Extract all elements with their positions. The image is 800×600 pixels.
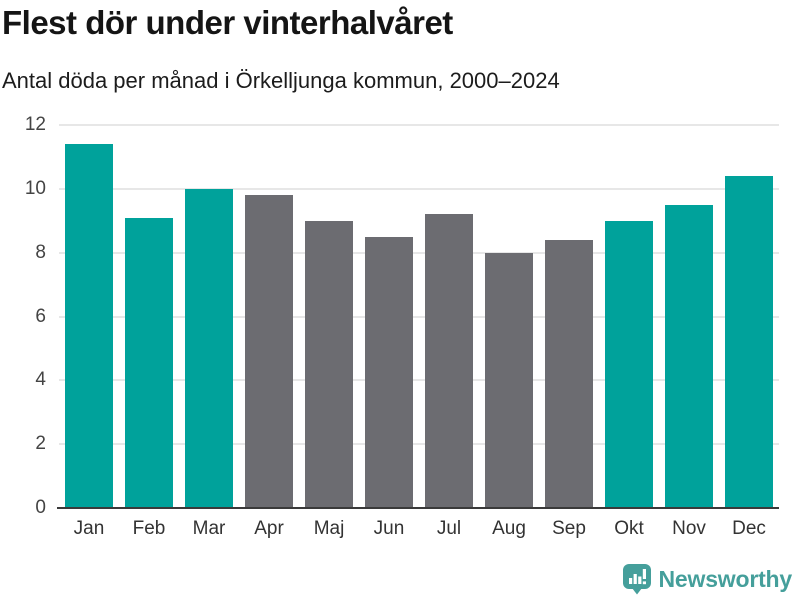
- x-axis-tick-label-aug: Aug: [492, 518, 526, 539]
- y-axis-tick-label: 2: [35, 433, 46, 454]
- grid-line-y2: [59, 443, 779, 445]
- y-axis-tick-label: 4: [35, 369, 46, 390]
- x-axis-tick-label-jun: Jun: [373, 518, 405, 539]
- grid-line-y4: [59, 379, 779, 381]
- y-axis-tick-label: 0: [35, 497, 46, 518]
- x-axis-tick-label-apr: Apr: [254, 518, 284, 539]
- bar-jun: [365, 237, 413, 508]
- grid-line-y8: [59, 252, 779, 254]
- y-axis-tick-label: 6: [35, 306, 46, 327]
- y-axis-tick-label: 10: [24, 178, 46, 199]
- x-axis-tick-label-jan: Jan: [73, 518, 105, 539]
- newsworthy-logo-icon: [622, 564, 651, 595]
- grid-line-y12: [59, 124, 779, 126]
- x-axis-tick-label-feb: Feb: [132, 518, 166, 539]
- x-axis-tick-label-sep: Sep: [552, 518, 586, 539]
- x-axis-line: [57, 507, 779, 509]
- bar-aug: [485, 253, 533, 508]
- x-axis-tick-label-mar: Mar: [192, 518, 226, 539]
- bar-jan: [65, 144, 113, 508]
- bar-okt: [605, 221, 653, 508]
- bar-jul: [425, 214, 473, 508]
- y-axis-tick-label: 8: [35, 242, 46, 263]
- x-axis-tick-label-dec: Dec: [732, 518, 766, 539]
- chart-subtitle: Antal döda per månad i Örkelljunga kommu…: [2, 68, 560, 93]
- bar-mar: [185, 189, 233, 508]
- x-axis-tick-label-maj: Maj: [313, 518, 345, 539]
- brand-name: Newsworthy: [658, 565, 793, 592]
- bar-nov: [665, 205, 713, 508]
- x-axis-tick-label-jul: Jul: [436, 518, 462, 539]
- x-axis-tick-label-okt: Okt: [614, 518, 644, 539]
- chart-title: Flest dör under vinterhalvåret: [2, 4, 453, 41]
- bar-sep: [545, 240, 593, 508]
- bar-maj: [305, 221, 353, 508]
- y-axis-tick-label: 12: [24, 114, 46, 135]
- x-axis-tick-label-nov: Nov: [672, 518, 706, 539]
- grid-line-y6: [59, 316, 779, 318]
- bar-feb: [125, 218, 173, 508]
- bar-dec: [725, 176, 773, 508]
- bar-apr: [245, 195, 293, 508]
- brand-footer: Newsworthy: [622, 563, 792, 595]
- grid-line-y10: [59, 188, 779, 190]
